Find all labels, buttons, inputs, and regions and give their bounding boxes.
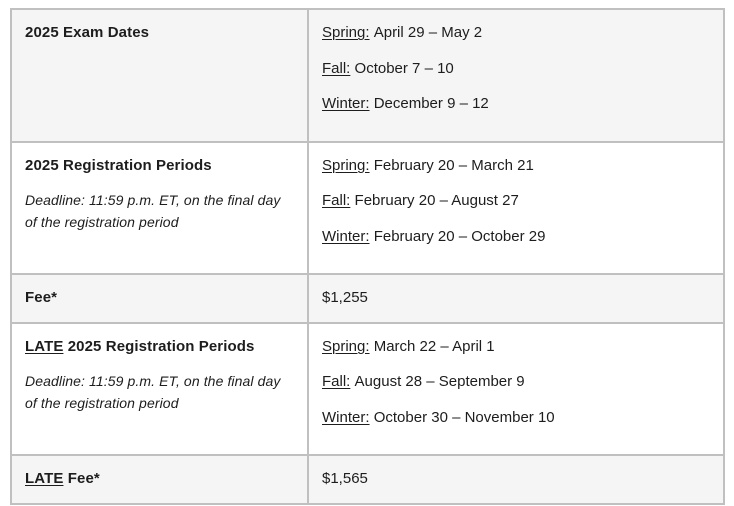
row-registration-periods: 2025 Registration Periods Deadline: 11:5… (10, 140, 725, 275)
winter-label: Winter: (322, 408, 370, 426)
fall-value: February 20 – August 27 (354, 192, 519, 209)
exam-schedule-table-wrap: 2025 Exam Dates Spring: April 29 – May 2 … (10, 8, 725, 505)
late-label: LATE (25, 470, 64, 487)
late-fee-title: LATE Fee* (25, 468, 294, 491)
late-label: LATE (25, 337, 64, 355)
row-late-registration-periods: LATE 2025 Registration Periods Deadline:… (10, 321, 725, 456)
registration-deadline-note: Deadline: 11:59 p.m. ET, on the final da… (25, 192, 281, 230)
row-late-fee: LATE Fee* $1,565 (10, 454, 725, 505)
winter-label: Winter: (322, 227, 370, 245)
late-registration-fall: Fall: August 28 – September 9 (322, 371, 710, 394)
exam-schedule-table: 2025 Exam Dates Spring: April 29 – May 2 … (10, 8, 725, 505)
registration-fall: Fall: February 20 – August 27 (322, 190, 710, 213)
registration-winter: Winter: February 20 – October 29 (322, 226, 710, 249)
fee-value-cell: $1,255 (307, 273, 725, 324)
exam-date-spring: Spring: April 29 – May 2 (322, 22, 710, 45)
spring-value: March 22 – April 1 (373, 337, 495, 355)
spring-value: February 20 – March 21 (373, 156, 534, 174)
fee-title: Fee* (25, 289, 58, 306)
fall-label: Fall: (322, 373, 351, 390)
late-registration-deadline-note: Deadline: 11:59 p.m. ET, on the final da… (25, 373, 281, 411)
late-fee-header-cell: LATE Fee* (10, 454, 309, 505)
fall-label: Fall: (322, 59, 351, 77)
exam-dates-header-cell: 2025 Exam Dates (10, 8, 309, 143)
registration-spring: Spring: February 20 – March 21 (322, 155, 710, 178)
late-fee-value: $1,565 (322, 470, 368, 487)
winter-label: Winter: (322, 95, 370, 112)
row-fee: Fee* $1,255 (10, 273, 725, 324)
winter-value: December 9 – 12 (373, 95, 489, 112)
late-fee-title-text: Fee* (67, 470, 100, 487)
registration-periods-header-cell: 2025 Registration Periods Deadline: 11:5… (10, 140, 309, 275)
late-registration-periods-header-cell: LATE 2025 Registration Periods Deadline:… (10, 321, 309, 456)
spring-label: Spring: (322, 24, 370, 41)
late-registration-periods-values-cell: Spring: March 22 – April 1 Fall: August 28… (307, 321, 725, 456)
late-registration-winter: Winter: October 30 – November 10 (322, 407, 710, 430)
fall-label: Fall: (322, 192, 351, 209)
fall-value: October 7 – 10 (354, 59, 454, 77)
row-exam-dates: 2025 Exam Dates Spring: April 29 – May 2 … (10, 8, 725, 143)
late-fee-value-cell: $1,565 (307, 454, 725, 505)
late-registration-spring: Spring: March 22 – April 1 (322, 336, 710, 359)
fee-value: $1,255 (322, 289, 368, 306)
exam-dates-title: 2025 Exam Dates (25, 24, 150, 41)
registration-periods-title: 2025 Registration Periods (25, 156, 212, 174)
fee-header-cell: Fee* (10, 273, 309, 324)
spring-label: Spring: (322, 156, 370, 174)
spring-value: April 29 – May 2 (373, 24, 483, 41)
exam-date-winter: Winter: December 9 – 12 (322, 93, 710, 116)
late-registration-title-text: 2025 Registration Periods (67, 337, 255, 355)
winter-value: February 20 – October 29 (373, 227, 546, 245)
fall-value: August 28 – September 9 (354, 373, 525, 390)
exam-dates-values-cell: Spring: April 29 – May 2 Fall: October 7 –… (307, 8, 725, 143)
spring-label: Spring: (322, 337, 370, 355)
registration-periods-values-cell: Spring: February 20 – March 21 Fall: Febru… (307, 140, 725, 275)
winter-value: October 30 – November 10 (373, 408, 555, 426)
late-registration-periods-title: LATE 2025 Registration Periods (25, 336, 294, 359)
exam-date-fall: Fall: October 7 – 10 (322, 58, 710, 81)
